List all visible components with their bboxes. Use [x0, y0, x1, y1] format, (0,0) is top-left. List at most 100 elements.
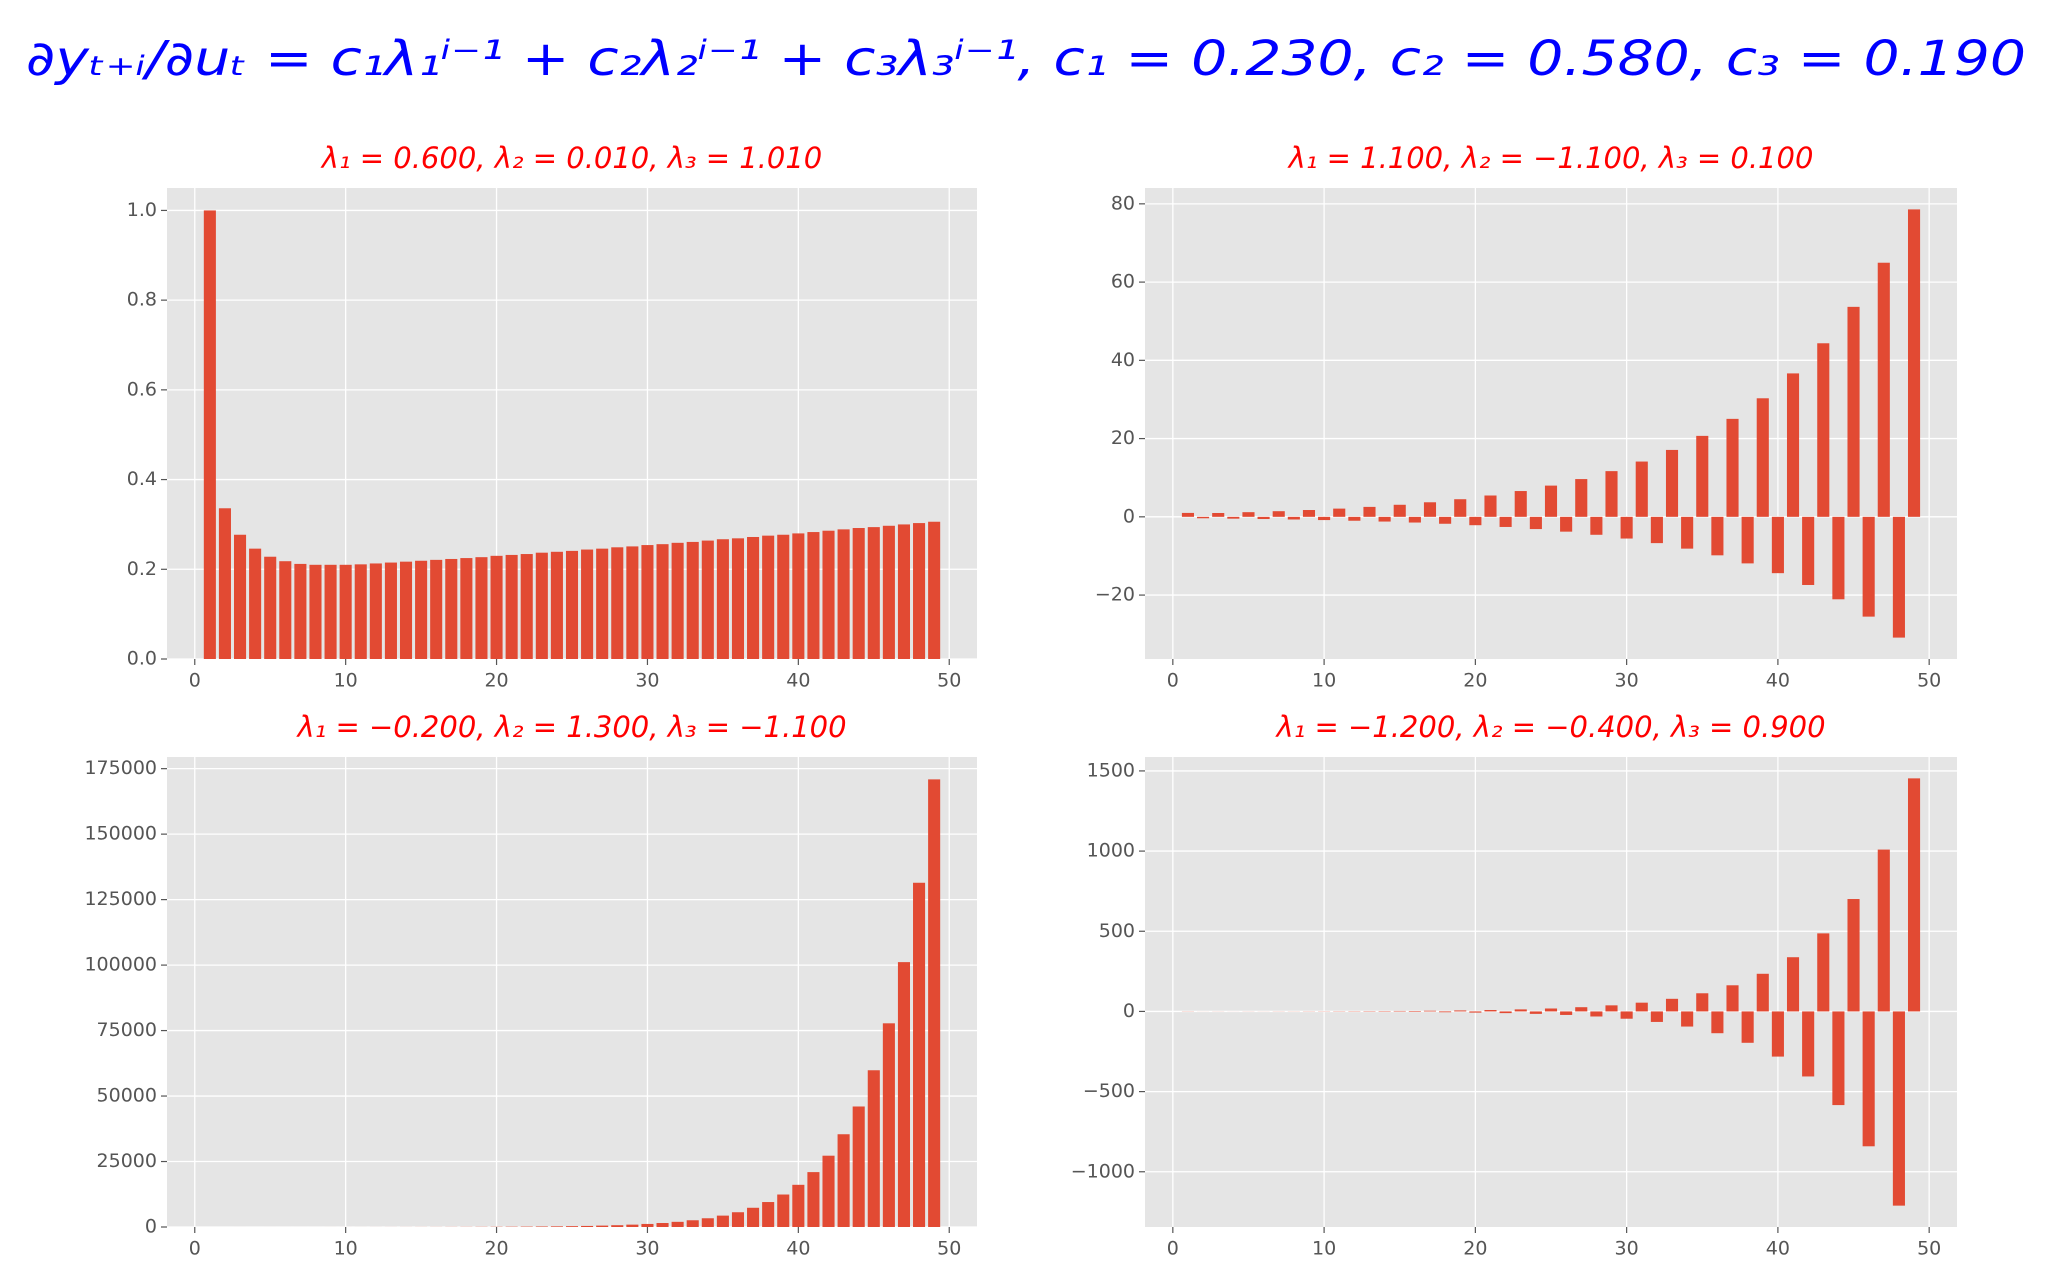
bar: [1439, 516, 1452, 524]
bar: [233, 534, 247, 659]
y-tick-label: 0: [145, 1216, 157, 1238]
bar: [596, 1225, 609, 1227]
bar: [1499, 516, 1512, 527]
bar: [1257, 516, 1270, 520]
bar: [1907, 209, 1921, 517]
x-tick-label: 20: [484, 670, 508, 692]
bar: [1892, 516, 1905, 638]
bar: [762, 1202, 775, 1227]
bar: [671, 1221, 684, 1227]
bar: [1484, 1010, 1497, 1012]
x-tick-label: 10: [1312, 1238, 1336, 1260]
bar: [430, 559, 443, 659]
bar: [324, 564, 337, 659]
x-tick-label: 0: [189, 670, 201, 692]
bar: [1318, 516, 1331, 521]
bar: [1544, 1008, 1558, 1012]
bar: [1439, 1011, 1452, 1013]
bar: [1408, 1011, 1421, 1012]
bar: [731, 1212, 745, 1227]
bar: [550, 551, 563, 659]
bar: [505, 554, 518, 659]
y-tick-label: 1500: [1087, 759, 1135, 781]
bar: [1469, 1011, 1482, 1013]
y-tick-label: 175000: [84, 757, 157, 779]
bar: [777, 1194, 790, 1227]
bar: [928, 779, 941, 1227]
bar: [701, 540, 714, 659]
bar: [716, 1215, 729, 1227]
bar: [1726, 985, 1739, 1012]
bar: [1665, 449, 1679, 517]
bar: [1454, 1010, 1467, 1012]
bar: [1832, 1011, 1845, 1106]
bar: [565, 1226, 579, 1227]
bar: [1650, 1011, 1663, 1022]
bar: [1560, 516, 1573, 532]
bar: [1560, 1011, 1573, 1015]
bar: [1544, 485, 1558, 517]
bar: [565, 550, 579, 659]
bar: [1408, 516, 1421, 523]
x-tick-label: 20: [1463, 670, 1487, 692]
bar: [897, 524, 911, 659]
bar: [882, 525, 895, 659]
y-tick-label: 60: [1111, 271, 1135, 293]
bar: [852, 528, 865, 659]
x-tick-label: 30: [635, 1238, 659, 1260]
bar: [1771, 1011, 1784, 1057]
bar: [837, 1134, 850, 1227]
bar: [716, 539, 729, 659]
bar: [294, 563, 307, 659]
bar: [1227, 516, 1240, 519]
bar: [1726, 418, 1739, 517]
bar: [852, 1106, 865, 1227]
bar: [550, 1226, 563, 1227]
x-tick-label: 40: [786, 670, 810, 692]
bar: [913, 523, 926, 659]
bar: [535, 552, 548, 659]
bar: [1681, 1011, 1694, 1027]
plot-area: [1145, 757, 1957, 1227]
y-tick-label: 0: [1123, 1000, 1135, 1022]
y-tick-label: 0.0: [127, 648, 157, 670]
y-tick-label: 25000: [97, 1150, 157, 1172]
bar: [731, 538, 745, 659]
bar: [1756, 398, 1769, 517]
bar: [1529, 1011, 1542, 1014]
bar: [1741, 516, 1754, 564]
bar: [1363, 506, 1376, 517]
bar: [1469, 516, 1482, 526]
bar: [415, 560, 428, 659]
bar: [1590, 516, 1603, 535]
bar: [1302, 510, 1316, 517]
x-tick-label: 30: [1615, 670, 1639, 692]
bar: [686, 541, 699, 659]
bar: [1423, 1010, 1437, 1012]
bar: [1756, 973, 1769, 1012]
x-tick-label: 30: [635, 670, 659, 692]
bar: [1454, 499, 1467, 517]
bar: [822, 530, 835, 659]
y-tick-label: 1.0: [127, 199, 157, 221]
y-tick-label: 100000: [84, 954, 157, 976]
bar: [203, 210, 216, 659]
bar: [611, 1225, 624, 1227]
x-tick-label: 0: [189, 1238, 201, 1260]
y-tick-label: 500: [1099, 920, 1135, 942]
x-tick-label: 40: [786, 1238, 810, 1260]
y-tick-label: −20: [1095, 584, 1135, 606]
bar: [1242, 512, 1255, 517]
bar: [1590, 1011, 1603, 1017]
bar: [218, 508, 231, 659]
y-tick-label: 125000: [84, 888, 157, 910]
bar: [747, 536, 760, 659]
bar: [928, 521, 941, 659]
bar: [460, 558, 473, 659]
bar: [1635, 461, 1648, 517]
bar: [581, 549, 594, 659]
bar: [1665, 998, 1679, 1012]
bar: [1696, 993, 1709, 1012]
bar: [1832, 516, 1845, 600]
